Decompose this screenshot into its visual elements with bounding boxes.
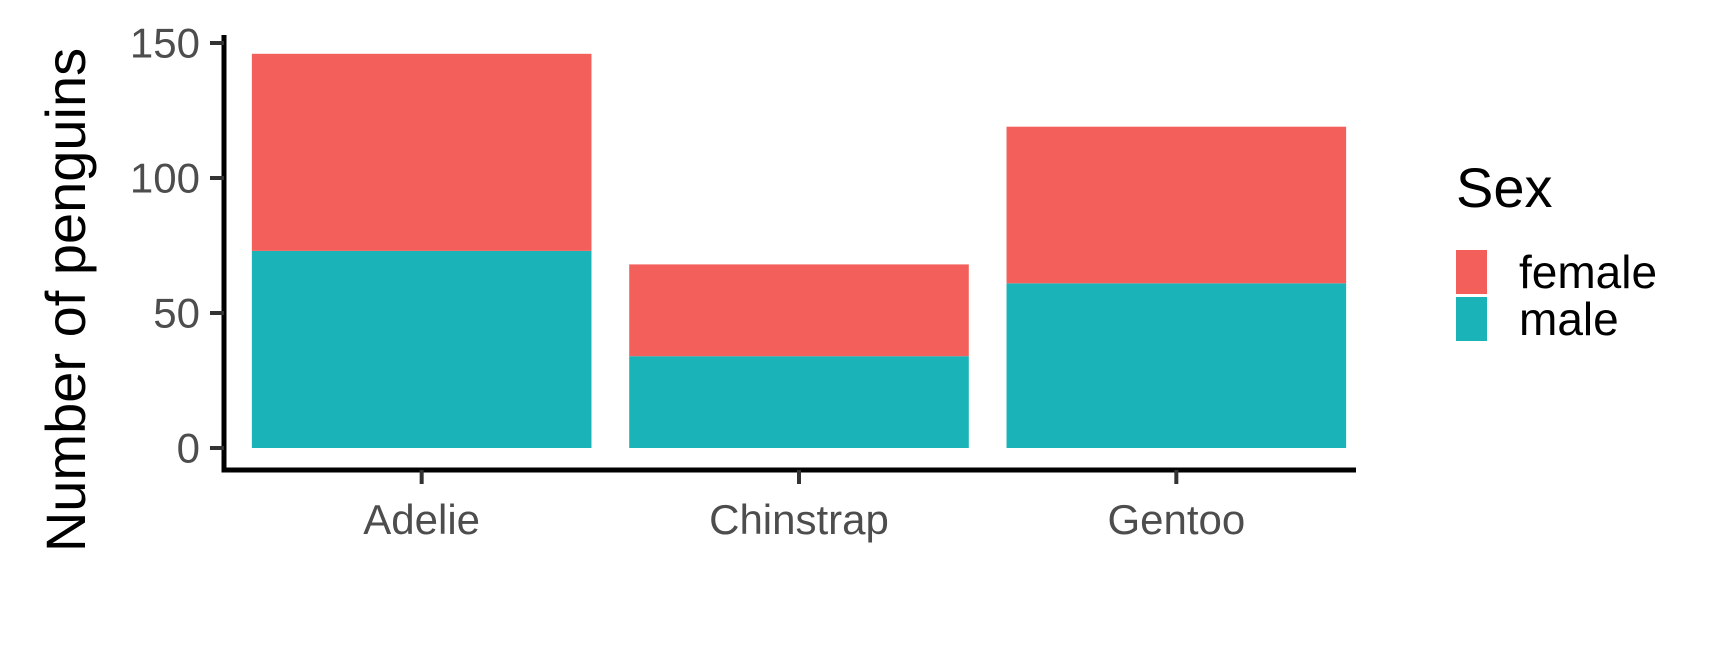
legend-label-male: male [1519,293,1619,345]
bar-chinstrap-male [629,356,969,448]
legend-key-female [1456,250,1487,294]
bar-adelie-male [251,250,592,448]
x-tick-label-adelie: Adelie [363,496,480,543]
axes-layer: 0 50 100 150 Adelie Chinstrap Gentoo [130,20,1356,543]
bars-layer [251,53,1347,448]
legend-key-male [1456,297,1487,341]
y-tick-label-150: 150 [130,20,200,67]
bar-gentoo-female [1006,126,1347,284]
x-tick-label-chinstrap: Chinstrap [709,496,889,543]
y-tick-label-100: 100 [130,155,200,202]
y-tick-label-50: 50 [153,290,200,337]
bar-adelie-female [251,53,592,251]
x-tick-label-gentoo: Gentoo [1107,496,1245,543]
legend-title: Sex [1456,156,1553,219]
y-axis-title: Number of penguins [34,48,97,552]
bar-chinstrap-female [629,264,969,357]
bar-gentoo-male [1006,283,1347,448]
y-tick-label-0: 0 [177,425,200,472]
legend-label-female: female [1519,246,1657,298]
